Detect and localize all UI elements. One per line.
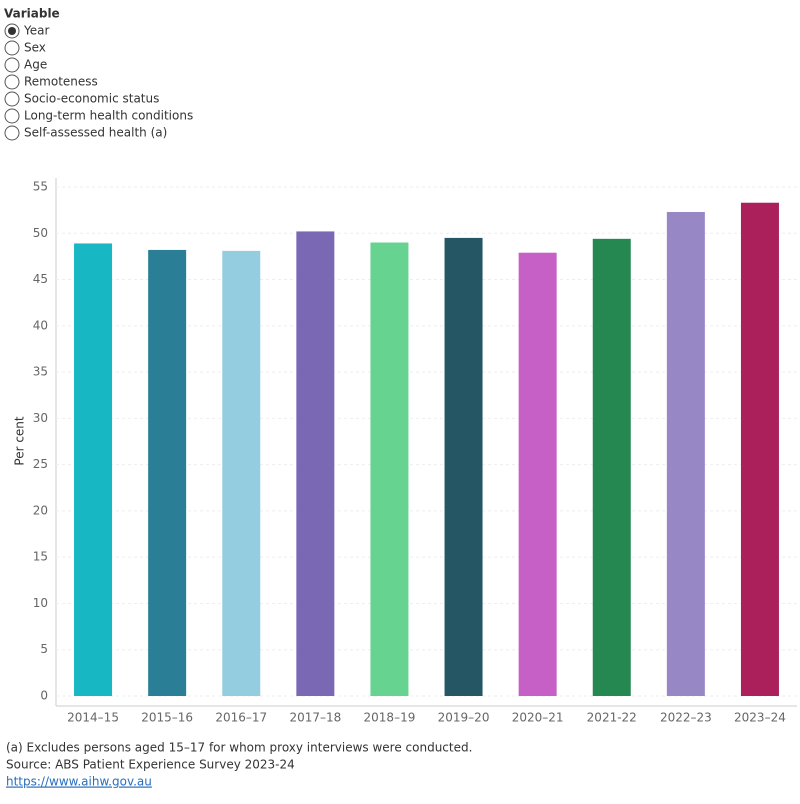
link[interactable]: https://www.aihw.gov.au: [6, 775, 152, 789]
bar: [296, 231, 335, 696]
radio-button[interactable]: [4, 57, 20, 73]
radio-button[interactable]: [4, 108, 20, 124]
radio-label[interactable]: Remoteness: [24, 75, 98, 89]
radio-label[interactable]: Self-assessed health (a): [24, 126, 167, 140]
y-tick-label: 40: [33, 318, 48, 332]
y-axis-label: Per cent: [13, 416, 27, 466]
x-tick-label: 2023–24: [734, 711, 786, 725]
bar: [592, 238, 631, 697]
bar: [148, 249, 187, 696]
radio-label[interactable]: Age: [24, 58, 47, 72]
x-tick-label: 2017–18: [289, 711, 341, 725]
y-tick-label: 20: [33, 503, 48, 517]
x-tick-label: 2016–17: [215, 711, 267, 725]
bar: [518, 252, 557, 696]
y-tick-label: 10: [33, 596, 48, 610]
bar: [370, 242, 409, 696]
y-tick-label: 0: [40, 689, 48, 703]
radio-label[interactable]: Long-term health conditions: [24, 109, 193, 123]
x-tick-label: 2020–21: [512, 711, 564, 725]
radio-button[interactable]: [4, 125, 20, 141]
bar: [666, 211, 705, 696]
radio-label[interactable]: Sex: [24, 41, 46, 55]
radio-button[interactable]: [4, 74, 20, 90]
radio-label[interactable]: Year: [23, 24, 49, 38]
radio-label[interactable]: Socio-economic status: [24, 92, 159, 106]
y-tick-label: 30: [33, 411, 48, 425]
x-tick-label: 2015–16: [141, 711, 193, 725]
source: Source: ABS Patient Experience Survey 20…: [6, 758, 295, 772]
y-tick-label: 45: [33, 272, 48, 286]
y-tick-label: 15: [33, 550, 48, 564]
bar: [740, 202, 779, 696]
radio-button[interactable]: [4, 40, 20, 56]
bar: [222, 250, 261, 696]
x-tick-label: 2022–23: [660, 711, 712, 725]
x-tick-label: 2018–19: [364, 711, 416, 725]
y-tick-label: 55: [33, 180, 48, 194]
y-tick-label: 5: [40, 642, 48, 656]
x-tick-label: 2021-22: [587, 711, 637, 725]
y-tick-label: 35: [33, 365, 48, 379]
radio-dot: [8, 27, 16, 35]
y-tick-label: 50: [33, 226, 48, 240]
control-title: Variable: [4, 7, 60, 21]
radio-button[interactable]: [4, 91, 20, 107]
y-tick-label: 25: [33, 457, 48, 471]
x-tick-label: 2014–15: [67, 711, 119, 725]
footnote: (a) Excludes persons aged 15–17 for whom…: [6, 741, 472, 755]
bar: [74, 243, 113, 696]
x-tick-label: 2019–20: [438, 711, 490, 725]
bar: [444, 237, 483, 696]
